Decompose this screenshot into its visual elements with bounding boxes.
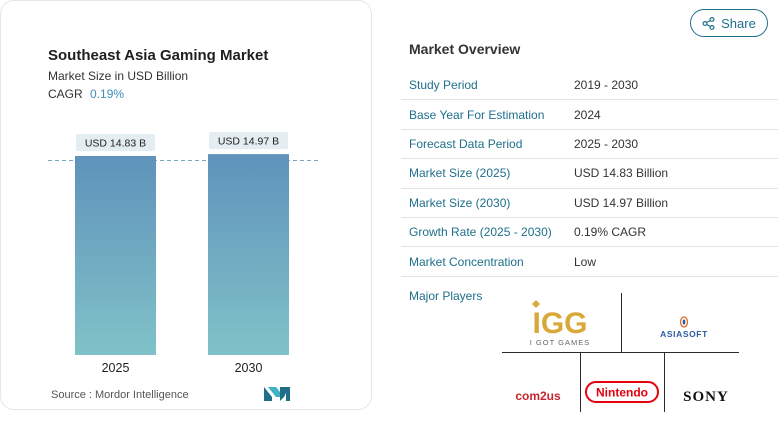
data-label: USD 14.97 B <box>218 136 279 148</box>
major-players-label: Major Players <box>409 289 483 303</box>
row-value: 2019 - 2030 <box>574 78 639 93</box>
source-text: Source : Mordor Intelligence <box>51 389 189 401</box>
com2us-logo-text: com2us <box>515 389 561 403</box>
logo-divider <box>621 293 622 352</box>
asiasoft-logo-text: ASIASOFT <box>660 329 708 339</box>
row-value: USD 14.97 Billion <box>574 195 669 210</box>
nintendo-logo: Nintendo <box>585 381 659 403</box>
chart-title: Southeast Asia Gaming Market <box>48 47 269 64</box>
table-row: Market Size (2025) USD 14.83 Billion <box>401 159 778 189</box>
logo-divider <box>664 352 665 412</box>
row-value: 2025 - 2030 <box>574 136 639 151</box>
logo-divider <box>580 352 581 412</box>
bar-2025 <box>75 155 156 355</box>
igg-logo: IGG I GOT GAMES <box>530 300 590 347</box>
table-row: Growth Rate (2025 - 2030) 0.19% CAGR <box>401 218 778 248</box>
row-key: Growth Rate (2025 - 2030) <box>409 225 552 240</box>
igg-logo-text: IGG <box>532 307 587 340</box>
row-key: Market Size (2030) <box>409 195 511 210</box>
logo-divider <box>502 352 739 353</box>
row-key: Market Size (2025) <box>409 166 511 181</box>
overview-table: Study Period 2019 - 2030 Base Year For E… <box>401 71 778 277</box>
share-button[interactable]: Share <box>690 9 768 37</box>
row-value: 2024 <box>574 107 601 122</box>
data-label-box <box>76 133 155 151</box>
row-value: Low <box>574 254 597 269</box>
cagr-value: 0.19% <box>90 87 125 101</box>
data-label: USD 14.83 B <box>85 137 146 149</box>
share-label: Share <box>721 15 756 31</box>
chart-subtitle: Market Size in USD Billion <box>48 69 189 83</box>
share-icon <box>702 16 715 30</box>
market-chart-card: Southeast Asia Gaming Market Market Size… <box>0 0 372 410</box>
row-key: Study Period <box>409 78 478 93</box>
data-label-box <box>209 132 288 150</box>
row-value: USD 14.83 Billion <box>574 166 669 181</box>
table-row: Market Concentration Low <box>401 247 778 277</box>
row-key: Market Concentration <box>409 254 524 269</box>
table-row: Base Year For Estimation 2024 <box>401 100 778 130</box>
nintendo-logo-text: Nintendo <box>596 386 648 400</box>
row-key: Base Year For Estimation <box>409 107 545 122</box>
igg-logo-subtext: I GOT GAMES <box>530 338 590 347</box>
cagr-label: CAGR <box>48 87 83 101</box>
bar-2030 <box>208 154 289 355</box>
row-value: 0.19% CAGR <box>574 225 647 240</box>
bar-chart: USD 14.83 B 2025 USD 14.97 B 2030 <box>48 132 319 375</box>
table-row: Study Period 2019 - 2030 <box>401 71 778 101</box>
table-row: Market Size (2030) USD 14.97 Billion <box>401 189 778 218</box>
sony-logo-text: SONY <box>683 389 729 405</box>
category-label: 2030 <box>235 361 263 375</box>
cagr-line: CAGR 0.19% <box>48 87 124 101</box>
category-label: 2025 <box>102 361 130 375</box>
overview-title: Market Overview <box>409 41 521 57</box>
com2us-logo: com2us <box>515 389 561 403</box>
sony-logo: SONY <box>683 389 729 405</box>
asiasoft-logo: ASIASOFT <box>660 316 708 339</box>
row-key: Forecast Data Period <box>409 136 523 151</box>
table-row: Forecast Data Period 2025 - 2030 <box>401 130 778 160</box>
mordor-logo-icon <box>264 387 290 401</box>
